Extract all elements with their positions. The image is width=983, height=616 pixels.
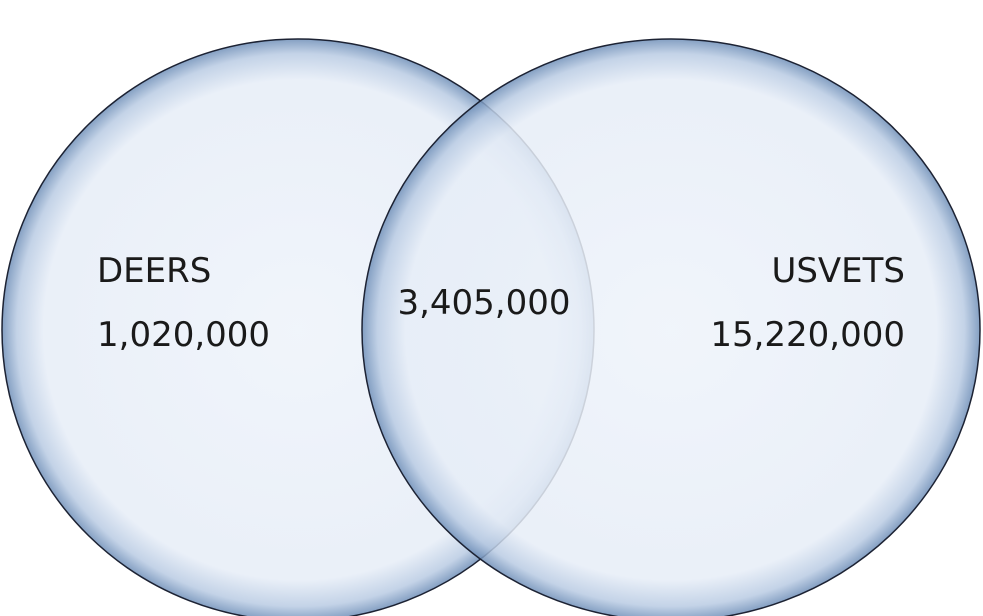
set-label: DEERS [97, 251, 211, 291]
set-count: 15,220,000 [710, 315, 905, 355]
set-count: 1,020,000 [97, 315, 270, 355]
set-label: USVETS [771, 251, 905, 291]
intersection-count: 3,405,000 [397, 283, 570, 323]
set-circle [361, 38, 981, 616]
